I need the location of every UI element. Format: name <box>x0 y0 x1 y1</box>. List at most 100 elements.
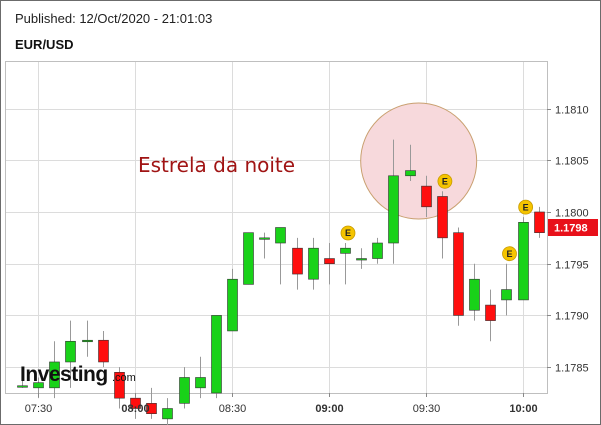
candle <box>292 237 303 290</box>
candle <box>372 237 383 264</box>
candle <box>227 268 238 332</box>
y-tick-label: 1.1810 <box>555 105 589 117</box>
event-marker-label: E <box>442 176 448 186</box>
candle <box>65 320 76 388</box>
candle-body-up <box>227 278 238 332</box>
event-marker-label: E <box>345 228 351 238</box>
candle-body-down <box>324 258 335 265</box>
candle-body-down <box>146 403 157 414</box>
candle-body-up <box>33 382 44 389</box>
candle <box>534 206 545 238</box>
candle-body-up <box>405 170 416 177</box>
candle <box>82 320 93 357</box>
x-tick-label: 08:30 <box>219 403 247 415</box>
event-marker: E <box>502 246 517 262</box>
candle <box>469 263 480 321</box>
candle-body-up <box>49 361 60 389</box>
event-marker-circle <box>340 225 356 241</box>
candle-body-up <box>518 222 529 301</box>
y-tick-label: 1.1790 <box>555 311 589 323</box>
candle-body-down <box>421 185 432 208</box>
candle <box>49 341 60 399</box>
candle <box>162 398 173 425</box>
candle <box>453 227 464 326</box>
candle <box>405 144 416 181</box>
candle <box>114 367 125 409</box>
candle-body-up <box>179 377 190 404</box>
candle-body-up <box>469 278 480 311</box>
current-price-tag-bg <box>548 219 598 236</box>
candle <box>243 232 254 285</box>
event-marker-label: E <box>523 202 529 212</box>
x-tick-label: 09:30 <box>413 403 441 415</box>
brand-suffix: .com <box>112 372 136 384</box>
brand-name: Investing <box>20 363 108 386</box>
candle-body-down <box>485 304 496 321</box>
candle-body-up <box>82 339 93 343</box>
candle-body-up <box>388 175 399 244</box>
current-price-tag: 1.1798 <box>548 219 598 236</box>
candle <box>179 367 190 409</box>
event-markers: E E E E <box>340 173 534 262</box>
candle-body-up <box>259 237 270 240</box>
candle-body-up <box>340 247 351 254</box>
published-timestamp: Published: 12/Oct/2020 - 21:01:03 <box>15 11 213 26</box>
candles <box>17 139 545 425</box>
chart-annotation: Estrela da noite <box>138 153 295 177</box>
event-marker-circle <box>502 246 517 262</box>
y-tick-label: 1.1805 <box>555 156 589 168</box>
candle <box>437 191 448 259</box>
candle-body-down <box>130 397 141 409</box>
symbol-label: EUR/USD <box>15 37 74 52</box>
candle <box>485 289 496 342</box>
event-marker-circle <box>437 173 453 189</box>
candle <box>130 393 141 419</box>
candle <box>146 387 157 419</box>
event-marker: E <box>518 199 534 215</box>
pattern-highlight-circle <box>360 102 478 220</box>
candle <box>324 243 335 285</box>
plot-border <box>5 61 548 394</box>
y-axis: 1.1785 1.1790 1.1795 1.1800 1.1805 1.1810 <box>547 105 589 375</box>
candle <box>98 330 109 368</box>
investing-logo: Investing .com <box>20 363 136 386</box>
event-marker-label: E <box>506 249 512 259</box>
candle-body-down <box>534 211 545 233</box>
candle <box>211 315 222 399</box>
candle <box>308 237 319 290</box>
candle <box>259 232 270 259</box>
pattern-highlight <box>360 102 478 220</box>
candle-body-down <box>292 247 303 275</box>
candle <box>195 356 206 399</box>
candle-body-up <box>65 340 76 363</box>
candle-body-down <box>98 339 109 363</box>
candle-body-down <box>453 232 464 316</box>
x-tick-label: 07:30 <box>25 403 53 415</box>
x-tick-label: 10:00 <box>509 403 537 415</box>
x-axis: 07:30 08:00 08:30 09:00 09:30 10:00 <box>25 393 538 415</box>
candle <box>275 227 286 285</box>
candle-body-down <box>114 372 125 399</box>
x-tick-label: 09:00 <box>315 403 343 415</box>
candle <box>421 175 432 218</box>
candle-body-up <box>17 385 28 388</box>
y-tick-label: 1.1795 <box>555 260 589 272</box>
candle <box>388 139 399 264</box>
event-marker-circle <box>518 199 534 215</box>
x-tick-label: 08:00 <box>121 403 149 415</box>
current-price-label: 1.1798 <box>554 223 588 235</box>
event-marker: E <box>437 173 453 189</box>
candle-body-up <box>275 227 286 244</box>
candle-body-up <box>211 315 222 394</box>
candle <box>518 217 529 301</box>
candle-body-down <box>437 196 448 239</box>
candle <box>17 377 28 388</box>
candle-body-up <box>243 232 254 285</box>
y-tick-label: 1.1785 <box>555 363 589 375</box>
candle <box>340 243 351 285</box>
candle <box>356 248 367 269</box>
candle-body-up <box>195 377 206 389</box>
candle-body-up <box>372 242 383 259</box>
candle-body-up <box>308 247 319 280</box>
